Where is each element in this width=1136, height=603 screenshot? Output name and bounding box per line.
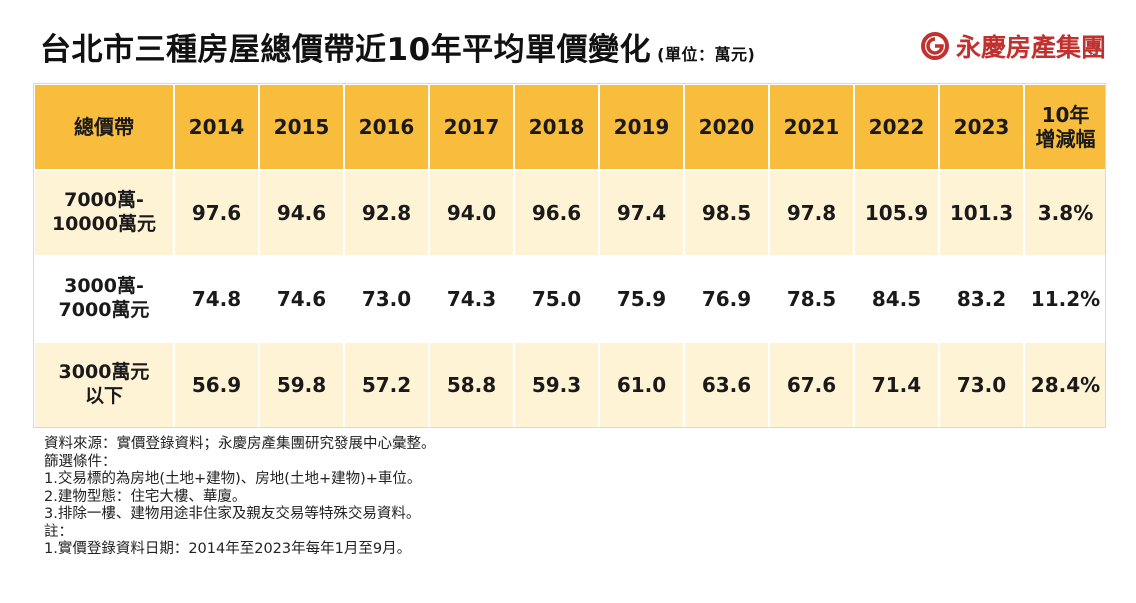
footnotes: 資料來源：實價登錄資料；永慶房產集團研究發展中心彙整。 篩選條件： 1.交易標的為房…: [44, 436, 436, 559]
table-body: 7000萬- 10000萬元 97.6 94.6 92.8 94.0 96.6 97.4 98.…: [33, 169, 1108, 429]
row-label: 3000萬- 7000萬元: [33, 255, 175, 343]
value-cell: 98.5: [683, 169, 770, 257]
row-label: 3000萬元 以下: [33, 341, 175, 429]
value-cell: 74.3: [428, 255, 515, 343]
value-cell: 73.0: [343, 255, 430, 343]
note-line: 2.建物型態：住宅大樓、華廈。: [44, 488, 247, 505]
value-cell: 97.4: [598, 169, 685, 257]
brand-name: 永慶房產集團: [955, 33, 1106, 62]
value-cell: 105.9: [853, 169, 940, 257]
value-cell: 71.4: [853, 341, 940, 429]
value-cell: 76.9: [683, 255, 770, 343]
value-cell: 59.8: [258, 341, 345, 429]
value-cell: 74.8: [173, 255, 260, 343]
header-col: 2018: [513, 83, 600, 171]
value-cell: 75.9: [598, 255, 685, 343]
unit-label: (單位：萬元): [657, 45, 756, 64]
value-cell: 63.6: [683, 341, 770, 429]
value-cell: 94.6: [258, 169, 345, 257]
value-cell: 97.8: [768, 169, 855, 257]
note-line: 1.實價登錄資料日期：2014年至2023年每年1月至9月。: [44, 541, 412, 557]
value-cell: 84.5: [853, 255, 940, 343]
change-cell: 11.2%: [1023, 255, 1108, 343]
header-col: 2016: [343, 83, 430, 171]
note-line: 1.交易標的為房地(土地+建物)、房地(土地+建物)+車位。: [44, 471, 422, 487]
title-text: 台北市三種房屋總價帶近10年平均單價變化: [40, 32, 652, 68]
header-col: 2020: [683, 83, 770, 171]
header-col: 2019: [598, 83, 685, 171]
value-cell: 57.2: [343, 341, 430, 429]
value-cell: 101.3: [938, 169, 1025, 257]
value-cell: 78.5: [768, 255, 855, 343]
chart-title: 台北市三種房屋總價帶近10年平均單價變化 (單位：萬元): [40, 24, 755, 69]
header-col: 2017: [428, 83, 515, 171]
value-cell: 96.6: [513, 169, 600, 257]
header-band: 總價帶: [33, 83, 175, 171]
header-col: 2014: [173, 83, 260, 171]
data-table: 總價帶 2014 2015 2016 2017 2018 2019 2020 2021 2022 2…: [33, 83, 1108, 429]
change-cell: 28.4%: [1023, 341, 1108, 429]
row-label: 7000萬- 10000萬元: [33, 169, 175, 257]
brand: 永慶房產集團: [920, 28, 1106, 64]
note-line: 資料來源：實價登錄資料；永慶房產集團研究發展中心彙整。: [44, 436, 436, 452]
note-line: 3.排除一樓、建物用途非住家及親友交易等特殊交易資料。: [44, 506, 421, 522]
value-cell: 56.9: [173, 341, 260, 429]
header-col: 10年 增減幅: [1023, 83, 1108, 171]
value-cell: 59.3: [513, 341, 600, 429]
table-row: 3000萬元 以下 56.9 59.8 57.2 58.8 59.3 61.0 63.6 67.6…: [33, 341, 1108, 429]
header-col: 2015: [258, 83, 345, 171]
note-line: 篩選條件：: [44, 453, 117, 470]
value-cell: 67.6: [768, 341, 855, 429]
header-col: 2022: [853, 83, 940, 171]
header-col: 2023: [938, 83, 1025, 171]
note-line: 註：: [44, 523, 73, 540]
value-cell: 73.0: [938, 341, 1025, 429]
value-cell: 75.0: [513, 255, 600, 343]
change-cell: 3.8%: [1023, 169, 1108, 257]
value-cell: 92.8: [343, 169, 430, 257]
header-col: 2021: [768, 83, 855, 171]
value-cell: 83.2: [938, 255, 1025, 343]
header-row: 總價帶 2014 2015 2016 2017 2018 2019 2020 2021 2022 2…: [33, 83, 1108, 171]
value-cell: 94.0: [428, 169, 515, 257]
table-row: 7000萬- 10000萬元 97.6 94.6 92.8 94.0 96.6 97.4 98.…: [33, 169, 1108, 257]
swirl-logo-icon: [920, 32, 949, 60]
value-cell: 58.8: [428, 341, 515, 429]
table-row: 3000萬- 7000萬元 74.8 74.6 73.0 74.3 75.0 75.9 76.9…: [33, 255, 1108, 343]
value-cell: 74.6: [258, 255, 345, 343]
value-cell: 97.6: [173, 169, 260, 257]
value-cell: 61.0: [598, 341, 685, 429]
